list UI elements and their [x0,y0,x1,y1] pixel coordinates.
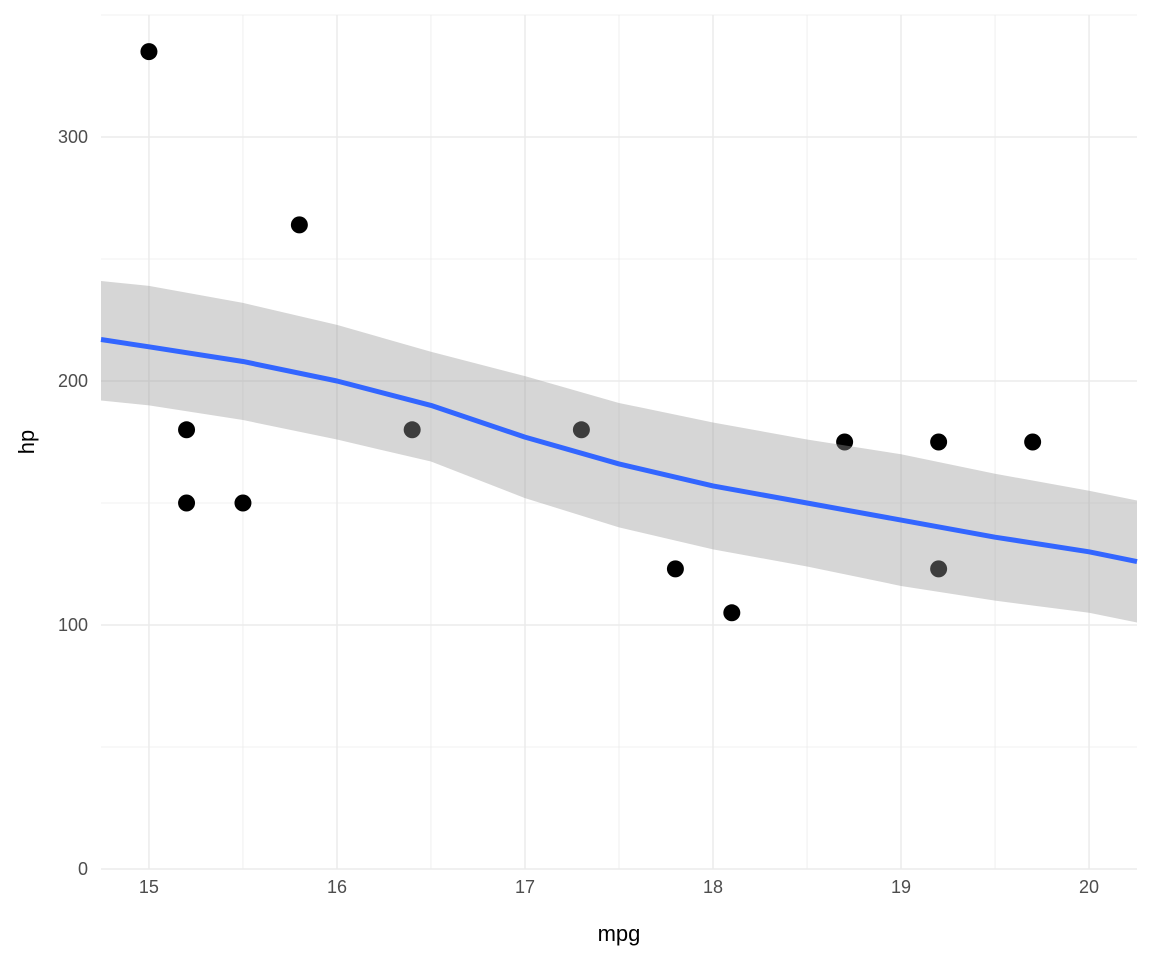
confidence-ribbon [101,280,1137,623]
data-point [930,560,948,578]
x-tick-label: 18 [703,877,723,897]
x-tick-label: 16 [327,877,347,897]
data-point [666,560,684,578]
data-point [836,433,854,451]
y-axis-title: hp [14,430,39,454]
x-tick-label: 17 [515,877,535,897]
data-point [234,494,252,512]
y-tick-label: 200 [58,371,88,391]
data-point [930,433,948,451]
y-tick-label: 300 [58,127,88,147]
data-point [723,604,741,622]
data-points [140,43,1042,622]
x-tick-label: 20 [1079,877,1099,897]
x-tick-label: 19 [891,877,911,897]
data-point [1024,433,1042,451]
data-point [140,43,158,61]
smooth-line [100,337,1138,565]
data-point [178,494,196,512]
x-axis-title: mpg [598,921,641,946]
y-tick-label: 0 [78,859,88,879]
data-point [290,216,308,234]
x-tick-label: 15 [139,877,159,897]
grid [101,14,1137,870]
x-axis-ticks: 15 16 17 18 19 20 [139,877,1099,897]
confidence-band [101,280,1137,623]
data-point [178,421,196,439]
y-tick-label: 100 [58,615,88,635]
data-point [403,421,421,439]
y-axis-ticks: 0 100 200 300 [58,127,88,879]
loess-fit-line [100,337,1138,565]
data-point [572,421,590,439]
